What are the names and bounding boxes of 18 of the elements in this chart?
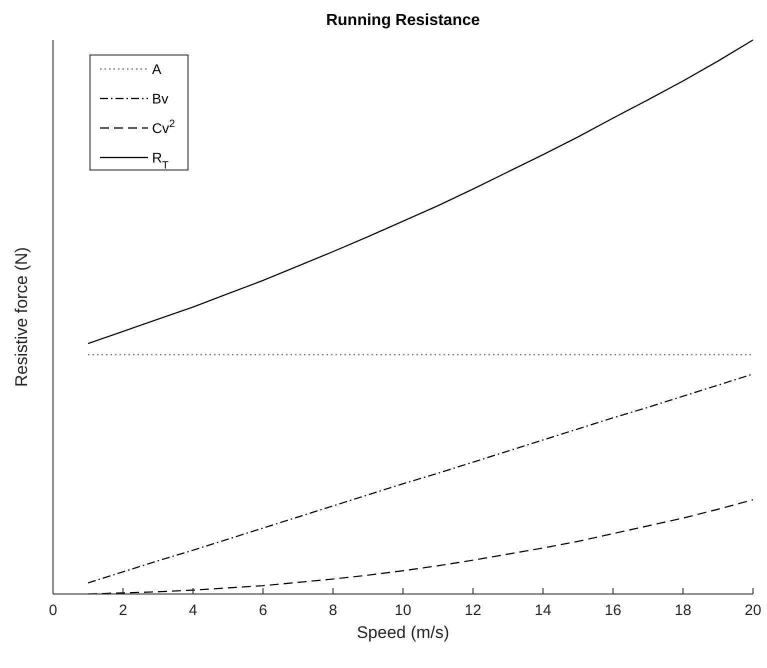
- x-tick-label: 8: [328, 602, 338, 619]
- x-tick-label: 20: [744, 602, 762, 619]
- legend-label: Cv$^{2}$: [152, 118, 176, 136]
- x-tick-label: 16: [604, 602, 622, 619]
- legend-label: A: [152, 61, 162, 77]
- legend-label: R$_{T}$: [152, 150, 170, 172]
- x-axis-title: Speed (m/s): [356, 623, 450, 642]
- x-tick-label: 2: [118, 602, 128, 619]
- chart-title: Running Resistance: [326, 12, 480, 29]
- x-tick-label: 12: [464, 602, 482, 619]
- x-tick-label: 0: [48, 602, 58, 619]
- x-tick-label: 6: [258, 602, 268, 619]
- y-axis-title: Resistive force (N): [12, 247, 31, 387]
- x-tick-label: 14: [534, 602, 552, 619]
- x-tick-label: 10: [394, 602, 412, 619]
- legend-label: Bv: [152, 90, 168, 106]
- x-tick-label: 18: [674, 602, 692, 619]
- x-tick-label: 4: [188, 602, 198, 619]
